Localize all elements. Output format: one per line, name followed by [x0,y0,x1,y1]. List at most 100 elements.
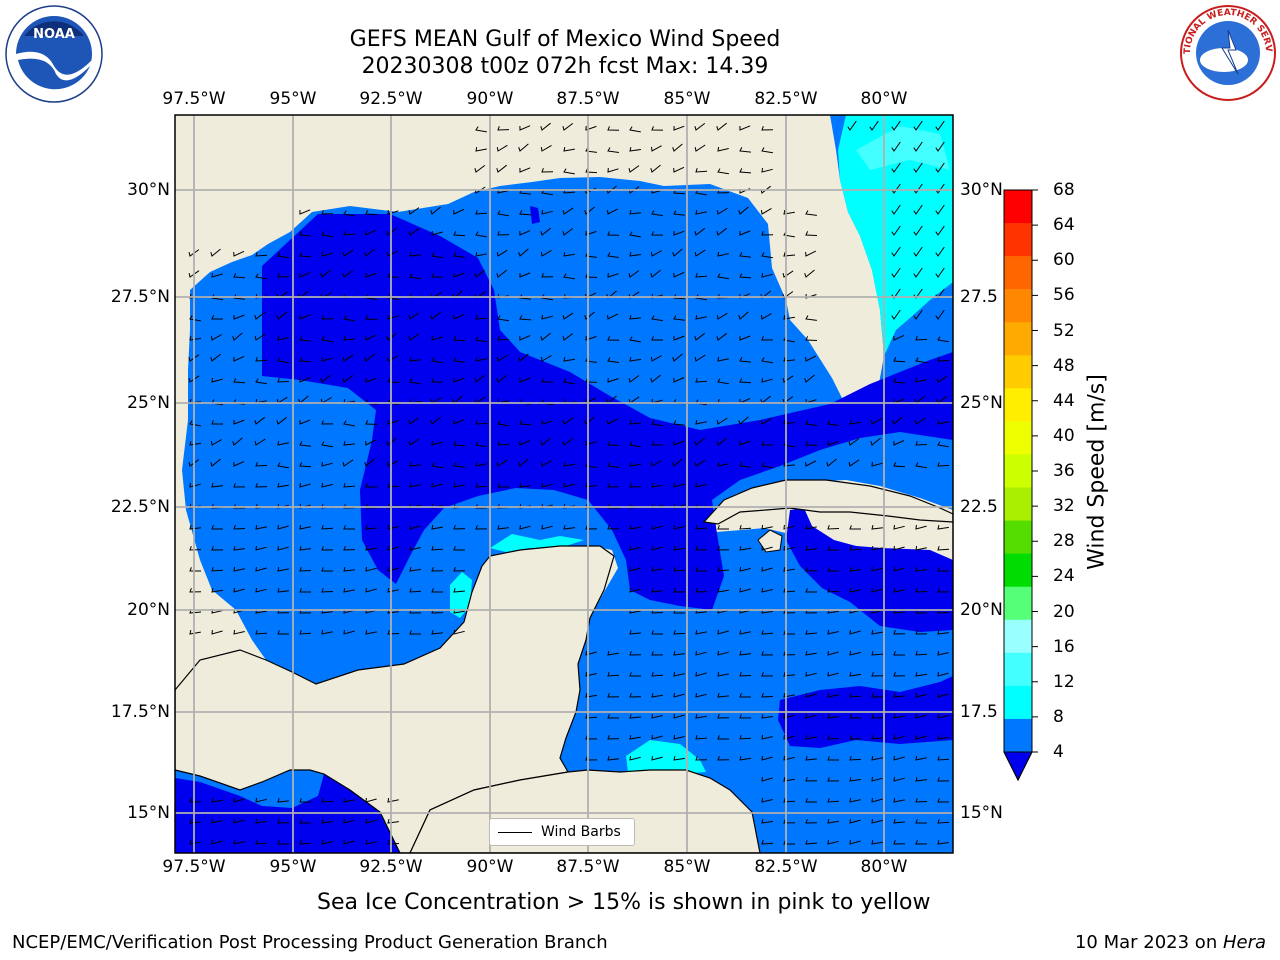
wind-barb [607,418,619,425]
wind-barb [387,250,398,257]
credit-line: NCEP/EMC/Verification Post Processing Pr… [12,932,608,953]
wind-barb [783,461,795,467]
lat-label-left: 22.5°N [110,497,170,517]
colorbar-tick-label: 4 [1053,742,1064,762]
wind-barb [387,630,400,635]
wind-barb [739,735,752,740]
wind-barb [937,420,949,425]
wind-barb [607,755,619,761]
wind-barb [365,229,377,236]
lon-label-bottom: 90°W [466,857,514,877]
wind-barb [431,567,444,572]
wind-barb [783,252,796,257]
wind-barb [893,755,905,761]
wind-barb [893,440,905,446]
wind-barb [827,525,840,530]
wind-barb [299,840,312,845]
wind-barb [430,311,441,320]
wind-barb [563,461,575,467]
wind-barb [475,504,487,509]
wind-barb [827,713,839,719]
wind-barb [913,162,923,173]
wind-barb [233,566,245,572]
wind-barb [188,249,200,257]
wind-barb [805,420,817,426]
wind-barb [518,353,529,362]
wind-barb [233,629,245,635]
graticule [175,115,953,853]
wind-barb [629,483,642,488]
wind-barb [869,120,879,131]
wind-barb [893,776,905,782]
wind-barb [365,797,377,803]
wind-barb [717,546,730,551]
wind-barb [453,377,465,383]
wind-barb [893,651,905,656]
wind-barb [277,335,289,341]
wind-barb [673,482,685,488]
wind-barb [717,567,730,572]
wind-barb [915,336,928,341]
wind-barb [694,437,706,446]
wind-barb [562,123,574,131]
wind-barb [409,482,421,488]
wind-barb [629,441,641,448]
wind-barb [255,545,267,551]
wind-barb [673,377,685,383]
wind-barb [497,441,510,446]
wind-barb [585,168,598,174]
wind-barb [497,483,509,488]
wind-barb [584,416,595,425]
wind-barb [431,524,443,530]
wind-barb [607,336,620,341]
wind-barb [673,420,685,426]
wind-barb [299,252,312,258]
wind-barb [255,818,267,824]
wind-barb [783,545,795,551]
wind-barb [497,524,509,530]
wind-barb [299,462,312,468]
wind-barb [541,482,553,488]
wind-barb [607,693,620,698]
wind-barb [695,210,707,215]
wind-barb [673,630,686,635]
lat-label-right: 25°N [960,393,1003,413]
wind-barb [849,735,862,740]
wind-barb [211,587,223,593]
wind-barb [915,588,928,593]
wind-barb [475,420,488,425]
wind-barb [409,566,421,572]
wind-barb [343,336,356,341]
wind-barb [651,545,663,551]
wind-barb [629,146,641,152]
wind-barb [540,122,551,131]
wind-barb [937,756,950,761]
wind-barb [453,313,465,320]
wind-zone-florida-streak [856,126,950,170]
wind-barb [761,524,773,530]
wind-barb [761,231,774,236]
date-stamp: 10 Mar 2023 on Hera [1075,932,1266,953]
wind-barb [387,566,399,572]
wind-barb [321,546,334,551]
wind-barb [562,312,574,320]
wind-barb [519,167,531,173]
colorbar-tick-label: 44 [1053,390,1075,411]
wind-barb [893,462,906,468]
wind-barb [607,167,619,173]
wind-barb [453,272,465,278]
wind-barb [761,377,773,383]
wind-barb [232,332,243,341]
wind-barb [629,356,641,362]
wind-barb [717,146,729,152]
wind-barb [760,418,772,425]
wind-barb [651,231,664,236]
wind-barb [628,165,640,173]
lon-label-bottom: 97.5°W [162,857,226,877]
wind-barb [321,839,333,845]
wind-barb [188,459,200,467]
wind-barb [409,588,422,593]
wind-barb [431,378,443,383]
wind-barb [739,525,752,530]
wind-barb [299,336,311,342]
